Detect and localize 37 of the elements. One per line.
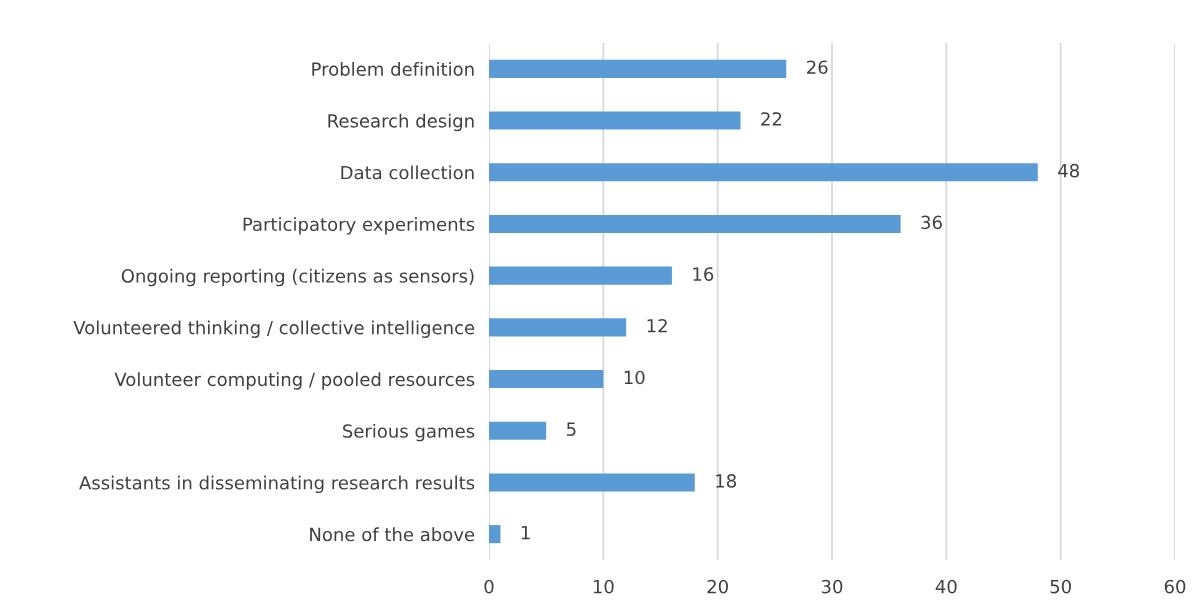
data-label: 26	[807, 60, 828, 75]
y-tick-label: Assistants in disseminating research results	[79, 475, 475, 494]
x-tick-label: 40	[935, 579, 957, 594]
y-tick-label: Volunteer computing / pooled resources	[114, 372, 475, 390]
x-tick-label: 60	[1164, 579, 1186, 594]
y-tick-label: Data collection	[341, 165, 474, 180]
data-label: 1	[521, 525, 530, 540]
data-label: 22	[761, 112, 782, 126]
x-tick-label: 0	[484, 579, 494, 594]
data-label: 16	[693, 267, 714, 281]
data-label: 10	[624, 370, 645, 385]
bar	[489, 111, 741, 130]
bar	[489, 266, 672, 285]
y-tick-label: Participatory experiments	[243, 217, 475, 235]
data-label: 5	[567, 422, 576, 436]
bar	[489, 421, 547, 440]
bar	[489, 59, 787, 78]
y-tick-label: Volunteered thinking / collective intelligence	[73, 320, 475, 338]
x-tick-label: 50	[1050, 579, 1071, 594]
bar	[489, 370, 604, 389]
bar	[489, 214, 901, 233]
data-label: 48	[1058, 163, 1079, 178]
data-label: 12	[647, 318, 667, 333]
y-tick-label: Research design	[328, 113, 474, 132]
y-tick-label: Problem definition	[312, 61, 474, 76]
x-tick-label: 10	[593, 579, 614, 594]
bar	[489, 473, 695, 492]
bar	[489, 163, 1038, 182]
y-tick-label: Serious games	[343, 423, 475, 442]
bar	[489, 525, 501, 544]
data-label: 18	[716, 474, 736, 488]
y-tick-label: None of the above	[310, 527, 475, 542]
data-label: 36	[921, 215, 942, 230]
x-tick-label: 20	[707, 579, 728, 594]
y-tick-label: Ongoing reporting (citizens as sensors)	[121, 268, 474, 287]
x-tick-label: 30	[821, 579, 843, 594]
bar	[489, 318, 627, 337]
